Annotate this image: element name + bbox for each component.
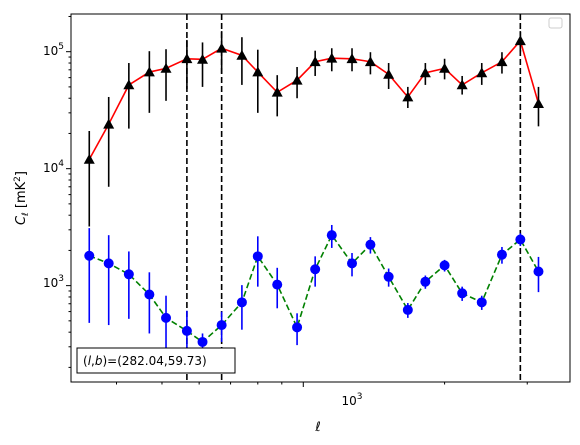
x-axis-label: ℓ [314, 420, 320, 435]
data-point-triangle [419, 67, 431, 78]
data-point-triangle [456, 79, 468, 90]
data-point-triangle [197, 53, 209, 64]
data-point-triangle [252, 66, 264, 77]
data-point-circle [365, 239, 376, 250]
data-point-triangle [271, 86, 283, 97]
y-tick-label-10000: 104 [43, 159, 64, 175]
annotation-box [76, 347, 236, 374]
data-point-circle [439, 260, 450, 271]
data-point-circle [515, 234, 526, 245]
series-1 [84, 224, 544, 365]
data-point-circle [310, 264, 321, 275]
y-tick-label-1000: 103 [43, 274, 64, 290]
data-point-circle [420, 276, 431, 287]
data-point-triangle [143, 66, 155, 77]
data-point-circle [476, 297, 487, 308]
y-axis-label: Cℓ [mK2] [13, 171, 31, 225]
data-point-circle [402, 304, 413, 315]
data-point-triangle [439, 62, 451, 73]
data-point-circle [161, 312, 172, 323]
legend-box [548, 17, 563, 29]
data-point-circle [347, 258, 358, 269]
data-point-triangle [476, 67, 488, 78]
data-point-triangle [326, 52, 338, 63]
series-0 [83, 31, 544, 227]
data-point-triangle [216, 42, 228, 53]
annotation-text: (l,b)=(282.04,59.73) [83, 354, 207, 368]
data-point-circle [84, 250, 95, 261]
y-tick-label-100000: 105 [43, 42, 64, 58]
data-point-triangle [83, 153, 95, 164]
data-point-circle [123, 269, 134, 280]
data-point-triangle [532, 98, 544, 108]
data-point-circle [236, 297, 247, 308]
data-point-triangle [309, 56, 321, 67]
data-point-circle [292, 322, 303, 333]
data-point-triangle [291, 74, 303, 85]
data-point-circle [383, 271, 394, 282]
data-point-circle [496, 249, 507, 260]
data-point-circle [457, 288, 468, 299]
data-point-circle [326, 230, 337, 241]
data-point-triangle [346, 53, 358, 64]
data-point-triangle [181, 53, 193, 64]
axis-ticks [66, 15, 528, 387]
plot-frame [70, 13, 571, 383]
data-point-circle [103, 258, 114, 269]
data-point-triangle [383, 68, 395, 79]
data-point-circle [144, 289, 155, 300]
data-point-circle [216, 320, 227, 331]
data-point-circle [181, 325, 192, 336]
data-point-triangle [103, 118, 115, 129]
data-point-circle [533, 266, 544, 277]
x-tick-label-1000: 103 [341, 392, 362, 408]
data-point-triangle [364, 56, 376, 67]
data-point-circle [272, 279, 283, 290]
series-layer [83, 31, 544, 365]
data-point-triangle [514, 35, 526, 46]
data-point-triangle [160, 62, 172, 73]
data-point-circle [252, 251, 263, 262]
data-point-circle [197, 336, 208, 347]
data-point-triangle [236, 49, 248, 60]
data-point-triangle [496, 56, 508, 67]
data-point-triangle [402, 91, 414, 102]
data-point-triangle [123, 79, 135, 90]
